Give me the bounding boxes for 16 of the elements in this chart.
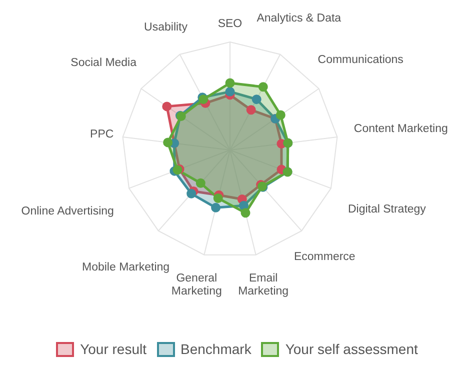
spoke-label: General Marketing	[171, 272, 222, 298]
spoke-label: Digital Strategy	[348, 204, 426, 216]
spoke-label: Usability	[144, 22, 188, 34]
spoke-label: Email Marketing	[238, 272, 289, 298]
spoke-label: Online Advertising	[21, 206, 114, 218]
spoke-label: PPC	[90, 128, 114, 140]
spoke-label: Mobile Marketing	[82, 262, 170, 274]
legend-label: Benchmark	[180, 341, 252, 357]
spoke-label: Content Marketing	[354, 123, 448, 136]
spoke-label: Analytics & Data	[256, 12, 342, 25]
spoke-label: SEO	[218, 18, 242, 30]
spoke-label: Communications	[318, 54, 404, 66]
legend-label: Your result	[80, 341, 147, 357]
legend-label: Your self assessment	[285, 341, 418, 357]
spoke-label: Social Media	[70, 56, 138, 69]
spoke-label: Ecommerce	[294, 250, 356, 263]
